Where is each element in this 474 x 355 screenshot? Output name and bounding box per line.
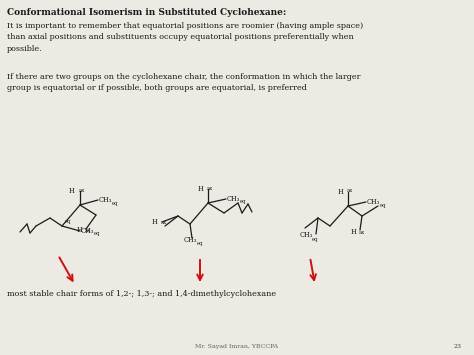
Text: ax: ax [347, 189, 353, 193]
Text: CH₃: CH₃ [81, 227, 94, 235]
Text: ax: ax [161, 219, 167, 224]
Text: CH₃: CH₃ [184, 236, 197, 244]
Text: ax: ax [359, 229, 365, 235]
Text: H: H [151, 218, 157, 226]
Text: eq: eq [240, 200, 246, 204]
Text: eq: eq [197, 240, 203, 246]
Text: CH₃: CH₃ [367, 198, 380, 206]
Text: ax: ax [207, 186, 213, 191]
Text: H: H [68, 187, 74, 195]
Text: eq: eq [65, 218, 72, 224]
Text: H: H [197, 185, 203, 193]
Text: ax: ax [85, 228, 91, 233]
Text: 23: 23 [454, 344, 462, 349]
Text: eq: eq [94, 231, 100, 236]
Text: ax: ax [79, 187, 85, 192]
Text: eq: eq [312, 237, 319, 242]
Text: Conformational Isomerism in Substituted Cyclohexane:: Conformational Isomerism in Substituted … [7, 8, 286, 17]
Text: eq: eq [380, 202, 386, 208]
Text: It is important to remember that equatorial positions are roomier (having ample : It is important to remember that equator… [7, 22, 363, 53]
Text: If there are two groups on the cyclohexane chair, the conformation in which the : If there are two groups on the cyclohexa… [7, 73, 361, 92]
Text: H: H [350, 228, 356, 236]
Text: CH₃: CH₃ [99, 196, 112, 204]
Text: CH₃: CH₃ [227, 195, 240, 203]
Text: most stable chair forms of 1,2-; 1,3-; and 1,4-dimethylcyclohexane: most stable chair forms of 1,2-; 1,3-; a… [7, 290, 276, 298]
Text: H: H [76, 226, 82, 234]
Text: H: H [337, 188, 343, 196]
Text: eq: eq [112, 201, 118, 206]
Text: CH₃: CH₃ [300, 231, 313, 239]
Text: Mr. Sayad Imran, YBCCPA: Mr. Sayad Imran, YBCCPA [195, 344, 279, 349]
